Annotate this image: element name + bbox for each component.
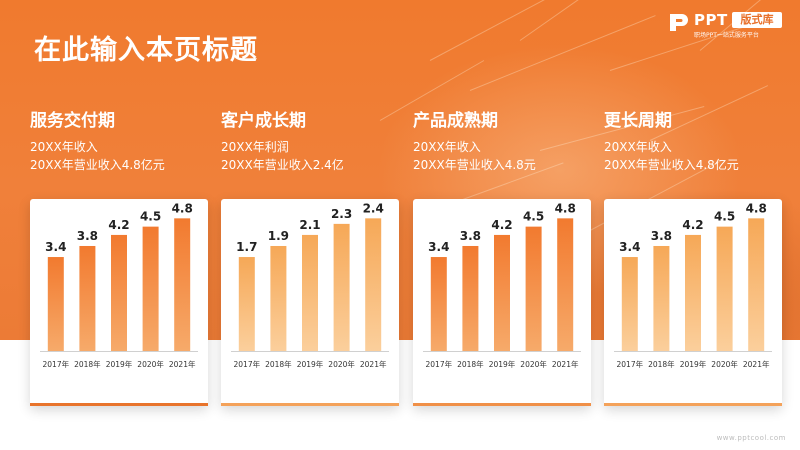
bar-value-label: 4.8 (555, 201, 576, 215)
stage-title: 更长周期 (604, 111, 672, 131)
bar-value-label: 4.5 (523, 210, 544, 224)
x-tick-label: 2017年 (617, 359, 644, 369)
bar (238, 257, 255, 351)
stage-column-longer-cycle: 更长周期 20XX年收入 20XX年营业收入4.8亿元 3.4 2017年 3.8 2… (604, 0, 784, 410)
x-tick-label: 2018年 (457, 359, 484, 369)
bar (174, 218, 191, 351)
x-tick-label: 2020年 (328, 359, 355, 369)
bar (462, 245, 479, 351)
bar-value-label: 3.4 (619, 240, 640, 254)
stage-column-customer-growth: 客户成长期 20XX年利润 20XX年营业收入2.4亿 1.7 2017年 1.9 2… (221, 0, 401, 410)
card-accent-bar (30, 403, 208, 406)
bar-value-label: 3.4 (428, 240, 449, 254)
x-tick-label: 2021年 (360, 359, 387, 369)
stage-metric-label: 20XX年收入 (30, 140, 98, 154)
bar-value-label: 4.2 (682, 218, 703, 232)
bar-value-label: 4.5 (140, 210, 161, 224)
bar-value-label: 2.1 (299, 218, 320, 232)
bar (685, 234, 701, 351)
x-tick-label: 2020年 (137, 359, 164, 369)
bar-value-label: 3.8 (460, 229, 481, 243)
watermark: www.pptcool.com (716, 434, 786, 442)
x-tick-label: 2017年 (426, 359, 453, 369)
logo-wordmark: PPT (694, 11, 728, 29)
logo: PPT 版式库 职场PPT一站式服务平台 (668, 10, 786, 40)
stage-metric-label: 20XX年收入 (413, 140, 481, 154)
bar-value-label: 4.8 (746, 201, 767, 215)
card-accent-bar (413, 403, 591, 406)
bar (333, 223, 350, 351)
x-tick-label: 2021年 (552, 359, 579, 369)
x-tick-label: 2018年 (74, 359, 101, 369)
stage-metric-detail: 20XX年营业收入4.8亿元 (604, 158, 739, 172)
x-tick-label: 2019年 (489, 359, 516, 369)
bar (302, 234, 318, 351)
stage-title: 服务交付期 (30, 111, 115, 131)
chart-card: 3.4 2017年 3.8 2018年 4.2 2019年 4.5 2020年 4.8 2021年 (604, 199, 782, 406)
bar-value-label: 1.9 (268, 229, 289, 243)
bar (111, 234, 127, 351)
bar (365, 218, 382, 351)
card-accent-bar (221, 403, 399, 406)
chart-card: 3.4 2017年 3.8 2018年 4.2 2019年 4.5 2020年 4.8 2021年 (413, 199, 591, 406)
logo-badge: 版式库 (732, 12, 782, 28)
bar (557, 218, 574, 351)
x-tick-label: 2020年 (711, 359, 738, 369)
bar-value-label: 3.4 (45, 240, 66, 254)
stage-title: 客户成长期 (221, 111, 306, 131)
x-tick-label: 2017年 (43, 359, 70, 369)
x-tick-label: 2019年 (297, 359, 324, 369)
x-tick-label: 2019年 (680, 359, 707, 369)
x-tick-label: 2019年 (106, 359, 133, 369)
bar-value-label: 4.2 (108, 218, 129, 232)
bar (79, 245, 96, 351)
bar-value-label: 2.4 (363, 201, 384, 215)
chart-card: 1.7 2017年 1.9 2018年 2.1 2019年 2.3 2020年 2.4 2021年 (221, 199, 399, 406)
bar (142, 226, 159, 351)
stage-metric-detail: 20XX年营业收入2.4亿 (221, 158, 344, 172)
stage-metric-label: 20XX年利润 (221, 140, 289, 154)
bar-value-label: 4.5 (714, 210, 735, 224)
bar-value-label: 2.3 (331, 207, 352, 221)
bar (430, 257, 447, 351)
stage-title: 产品成熟期 (413, 111, 498, 131)
bar (748, 218, 765, 351)
bar-value-label: 3.8 (77, 229, 98, 243)
card-accent-bar (604, 403, 782, 406)
x-tick-label: 2021年 (169, 359, 196, 369)
stage-column-service-delivery: 服务交付期 20XX年收入 20XX年营业收入4.8亿元 3.4 2017年 3.8… (30, 0, 210, 410)
page-title: 在此输入本页标题 (34, 35, 258, 66)
logo-tagline: 职场PPT一站式服务平台 (694, 32, 759, 39)
logo-mark-icon (670, 14, 688, 31)
bar-value-label: 3.8 (651, 229, 672, 243)
x-tick-label: 2021年 (743, 359, 770, 369)
chart-card: 3.4 2017年 3.8 2018年 4.2 2019年 4.5 2020年 4.8 2021年 (30, 199, 208, 406)
bar-value-label: 4.2 (491, 218, 512, 232)
stage-metric-label: 20XX年收入 (604, 140, 672, 154)
x-tick-label: 2018年 (265, 359, 292, 369)
bar-chart: 1.7 2017年 1.9 2018年 2.1 2019年 2.3 2020年 2.4 2021年 (231, 201, 389, 369)
bar (525, 226, 542, 351)
bar (653, 245, 670, 351)
bar-value-label: 4.8 (172, 201, 193, 215)
bar-value-label: 1.7 (236, 240, 257, 254)
bar (494, 234, 510, 351)
stage-metric-detail: 20XX年营业收入4.8亿元 (30, 158, 165, 172)
x-tick-label: 2017年 (234, 359, 261, 369)
bar (270, 245, 287, 351)
bar (621, 257, 638, 351)
x-tick-label: 2018年 (648, 359, 675, 369)
bar-chart: 3.4 2017年 3.8 2018年 4.2 2019年 4.5 2020年 4.8 2021年 (614, 201, 772, 369)
bar-chart: 3.4 2017年 3.8 2018年 4.2 2019年 4.5 2020年 4.8 2021年 (423, 201, 581, 369)
bar (47, 257, 64, 351)
x-tick-label: 2020年 (520, 359, 547, 369)
stage-metric-detail: 20XX年营业收入4.8元 (413, 158, 536, 172)
stage-column-product-maturity: 产品成熟期 20XX年收入 20XX年营业收入4.8元 3.4 2017年 3.8 2… (413, 0, 593, 410)
bar-chart: 3.4 2017年 3.8 2018年 4.2 2019年 4.5 2020年 4.8 2021年 (40, 201, 198, 369)
bar (716, 226, 733, 351)
